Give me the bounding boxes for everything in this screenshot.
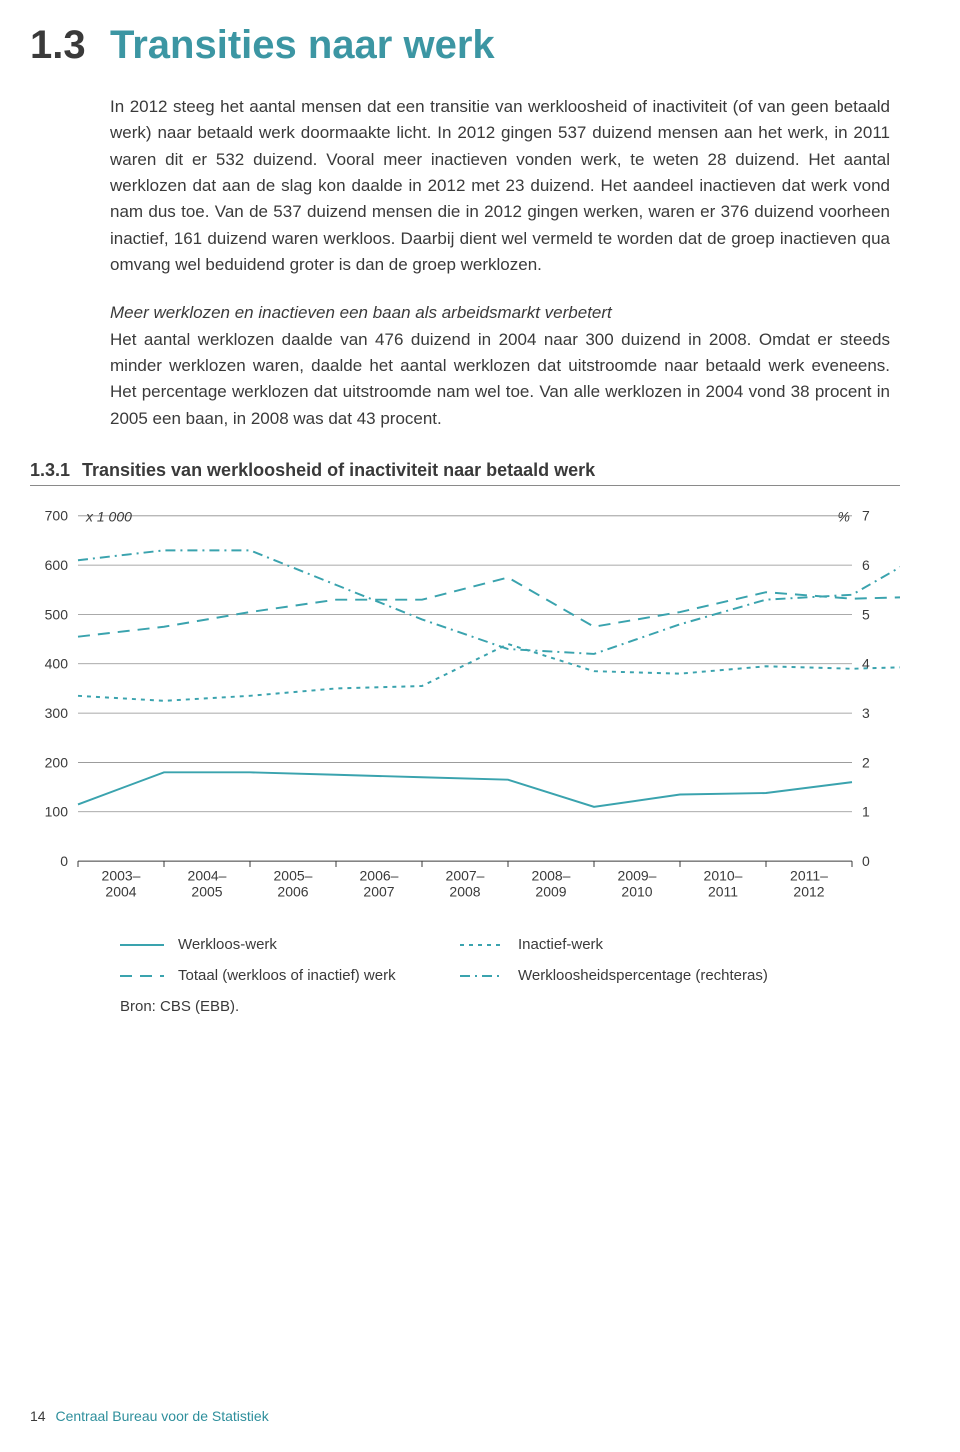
legend-label: Werkloosheidspercentage (rechteras) [518,967,768,984]
svg-text:2010–2011: 2010–2011 [704,868,743,900]
svg-text:300: 300 [45,705,69,721]
svg-text:3: 3 [862,705,870,721]
svg-text:2003–2004: 2003–2004 [102,868,141,900]
legend-label: Inactief-werk [518,936,603,953]
paragraph-1: In 2012 steeg het aantal mensen dat een … [110,94,890,278]
svg-text:5: 5 [862,607,870,623]
svg-text:2007–2008: 2007–2008 [446,868,485,900]
svg-text:2004–2005: 2004–2005 [188,868,227,900]
legend-label: Werkloos-werk [178,936,277,953]
chart-source: Bron: CBS (EBB). [120,998,900,1015]
svg-text:1: 1 [862,804,870,820]
svg-text:100: 100 [45,804,69,820]
chart-legend: Werkloos-werk Inactief-werk Totaal (werklo… [120,936,900,984]
legend-swatch [460,944,504,946]
section-title: Transities naar werk [110,24,900,66]
svg-text:6: 6 [862,557,870,573]
svg-text:2: 2 [862,755,870,771]
svg-text:2009–2010: 2009–2010 [618,868,657,900]
svg-text:0: 0 [60,853,68,869]
legend-swatch [460,975,504,977]
line-chart: 010020030040050060070001234567x 1 000%20… [30,498,900,918]
paragraph-2-heading: Meer werklozen en inactieven een baan al… [110,303,612,322]
subsection-header: 1.3.1 Transities van werkloosheid of ina… [30,460,900,486]
legend-item: Werkloosheidspercentage (rechteras) [460,967,800,984]
svg-text:2006–2007: 2006–2007 [360,868,399,900]
subsection-title: Transities van werkloosheid of inactivit… [82,460,595,481]
svg-text:0: 0 [862,853,870,869]
svg-text:x 1 000: x 1 000 [85,509,132,525]
legend-item: Werkloos-werk [120,936,420,953]
svg-text:200: 200 [45,755,69,771]
svg-text:2011–2012: 2011–2012 [790,868,828,900]
legend-swatch [120,975,164,977]
section-number: 1.3 [30,24,104,66]
svg-text:600: 600 [45,557,69,573]
legend-swatch [120,944,164,946]
svg-text:400: 400 [45,656,69,672]
paragraph-2-body: Het aantal werklozen daalde van 476 duiz… [110,330,890,428]
svg-text:500: 500 [45,607,69,623]
svg-text:700: 700 [45,508,69,524]
legend-label: Totaal (werkloos of inactief) werk [178,967,396,984]
paragraph-2: Meer werklozen en inactieven een baan al… [110,300,890,432]
legend-item: Totaal (werkloos of inactief) werk [120,967,420,984]
page: 1.3 Transities naar werk In 2012 steeg h… [0,0,960,1452]
chart-svg: 010020030040050060070001234567x 1 000%20… [30,506,900,918]
body-text: In 2012 steeg het aantal mensen dat een … [110,94,890,432]
legend-item: Inactief-werk [460,936,800,953]
svg-text:2008–2009: 2008–2009 [532,868,571,900]
footer-page-number: 14 [30,1408,46,1424]
page-footer: 14 Centraal Bureau voor de Statistiek [30,1408,269,1424]
svg-text:7: 7 [862,508,870,524]
subsection-number: 1.3.1 [30,460,82,481]
svg-text:2005–2006: 2005–2006 [274,868,313,900]
svg-text:%: % [838,509,850,525]
section-header: 1.3 Transities naar werk [30,24,900,66]
footer-publication: Centraal Bureau voor de Statistiek [55,1408,268,1424]
